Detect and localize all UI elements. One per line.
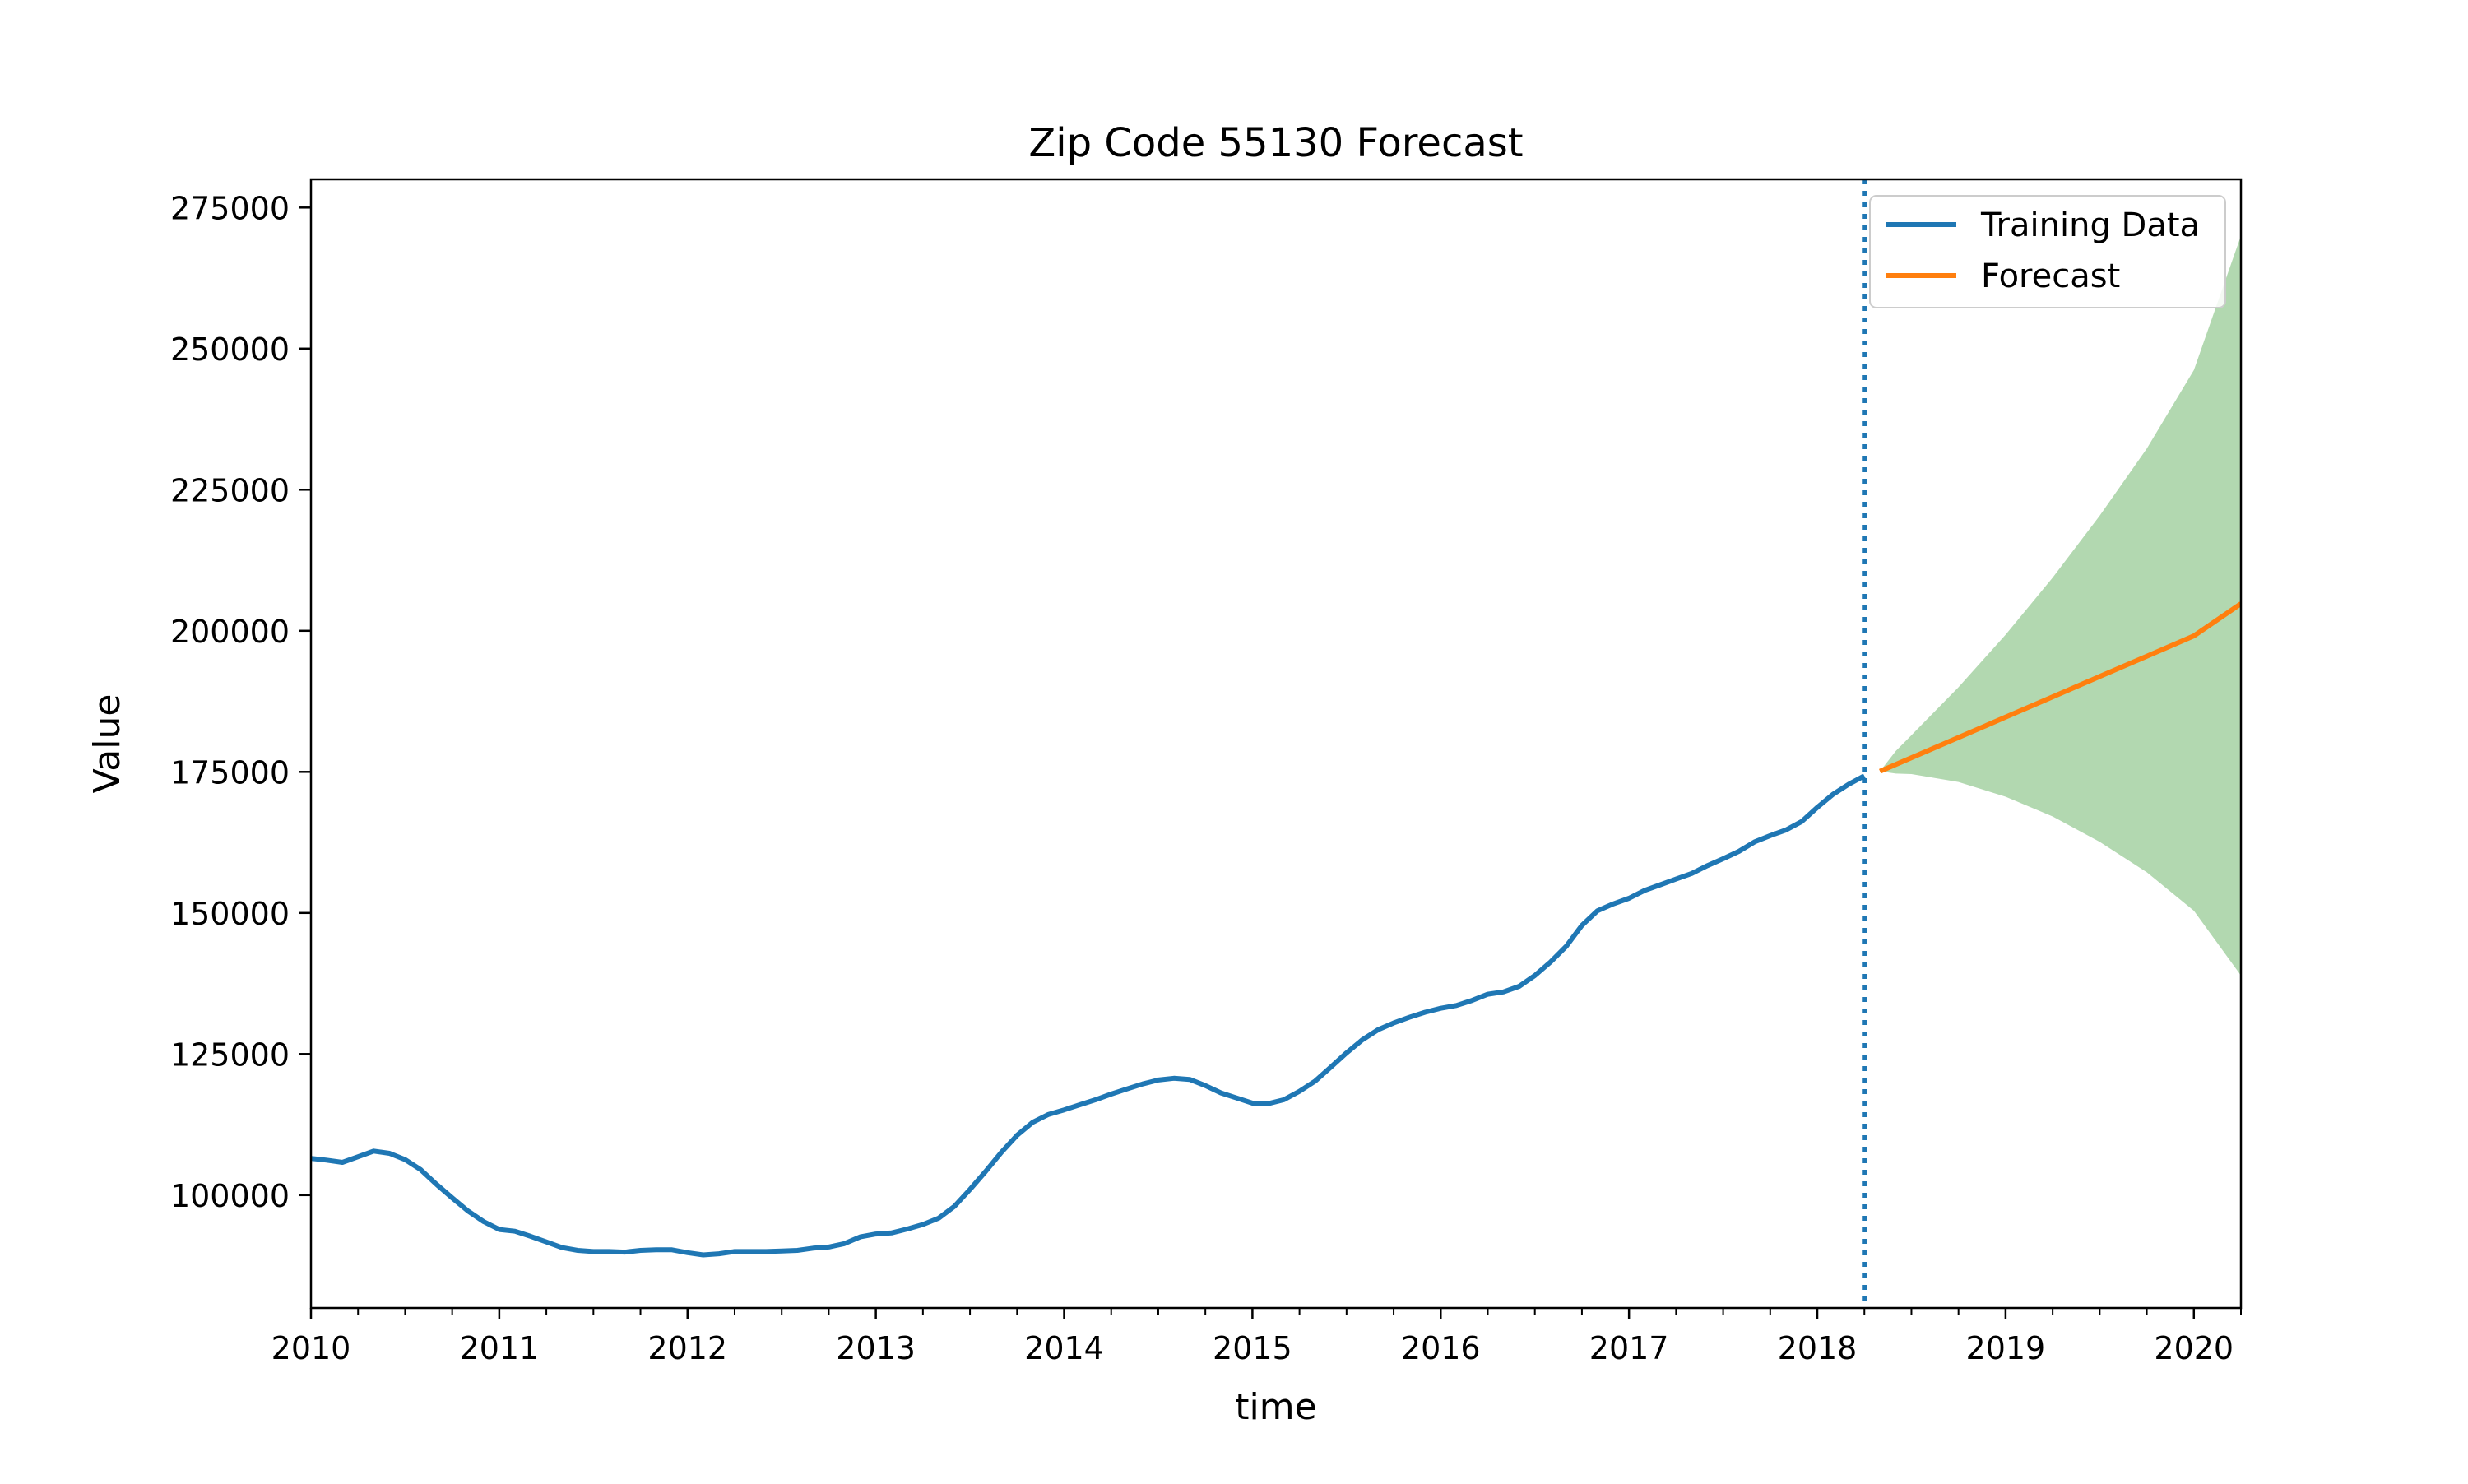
chart-title: Zip Code 55130 Forecast (1028, 120, 1523, 166)
y-tick-label: 275000 (170, 190, 290, 226)
y-ticks-layer: 100000 125000 150000 175000 200000 225000 2500… (170, 190, 311, 1214)
y-tick-label: 175000 (170, 754, 290, 791)
series-lines-layer (311, 601, 2241, 1258)
x-tick-label: 2013 (836, 1330, 916, 1366)
x-tick-label: 2016 (1401, 1330, 1481, 1366)
legend: Training Data Forecast (1869, 195, 2226, 308)
y-tick-label: 125000 (170, 1036, 290, 1073)
x-tick-label: 2012 (647, 1330, 727, 1366)
forecast-line (1879, 601, 2241, 774)
x-ticks-layer: 2010 2011 2012 2013 2014 2015 2016 2017 2018 2019… (271, 1308, 2242, 1366)
x-tick-label: 2014 (1024, 1330, 1104, 1366)
y-axis-title: Value (86, 694, 128, 794)
x-tick-label: 2017 (1589, 1330, 1669, 1366)
legend-label-forecast: Forecast (1981, 257, 2120, 295)
x-tick-label: 2019 (1966, 1330, 2046, 1366)
y-tick-label: 250000 (170, 332, 290, 368)
x-tick-label: 2020 (2154, 1330, 2234, 1366)
x-tick-label: 2010 (271, 1330, 351, 1366)
y-tick-label: 225000 (170, 472, 290, 508)
x-tick-label: 2015 (1213, 1330, 1292, 1366)
training-data-line (311, 773, 1866, 1258)
plot-frame (309, 178, 2243, 1310)
y-tick-label: 200000 (170, 614, 290, 650)
axes-layer (309, 178, 2243, 1310)
confidence-band-layer (1880, 235, 2241, 976)
y-tick-label: 100000 (170, 1178, 290, 1214)
x-tick-label: 2018 (1778, 1330, 1858, 1366)
y-tick-label: 150000 (170, 896, 290, 932)
confidence-band (1880, 235, 2241, 976)
x-axis-title: time (1235, 1386, 1316, 1428)
legend-label-training: Training Data (1980, 206, 2200, 244)
legend-box (1869, 195, 2226, 308)
x-tick-label: 2011 (460, 1330, 540, 1366)
